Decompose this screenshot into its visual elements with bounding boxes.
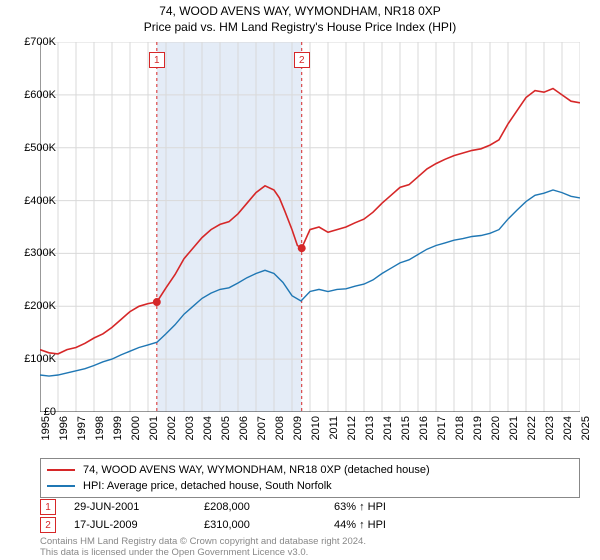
x-axis-label: 2006 <box>238 416 250 446</box>
x-axis-label: 2025 <box>580 416 592 446</box>
y-axis-label: £500K <box>6 142 56 154</box>
x-axis-label: 2017 <box>436 416 448 446</box>
legend-label: HPI: Average price, detached house, Sout… <box>83 480 332 492</box>
x-axis-label: 2019 <box>472 416 484 446</box>
chart-title-address: 74, WOOD AVENS WAY, WYMONDHAM, NR18 0XP <box>0 0 600 20</box>
x-axis-label: 2000 <box>130 416 142 446</box>
x-axis-label: 2016 <box>418 416 430 446</box>
chart-marker-badge: 2 <box>294 52 310 68</box>
x-axis-label: 2014 <box>382 416 394 446</box>
event-table: 1 29-JUN-2001 £208,000 63% ↑ HPI 2 17-JU… <box>40 498 580 534</box>
x-axis-label: 2004 <box>202 416 214 446</box>
x-axis-label: 2005 <box>220 416 232 446</box>
footer-line: This data is licensed under the Open Gov… <box>40 547 580 558</box>
copyright-footer: Contains HM Land Registry data © Crown c… <box>40 536 580 559</box>
x-axis-label: 2003 <box>184 416 196 446</box>
footer-line: Contains HM Land Registry data © Crown c… <box>40 536 580 547</box>
x-axis-label: 2013 <box>364 416 376 446</box>
legend-item: 74, WOOD AVENS WAY, WYMONDHAM, NR18 0XP … <box>47 462 573 478</box>
x-axis-label: 1995 <box>40 416 52 446</box>
event-row: 1 29-JUN-2001 £208,000 63% ↑ HPI <box>40 498 580 516</box>
x-axis-label: 2012 <box>346 416 358 446</box>
chart-subtitle: Price paid vs. HM Land Registry's House … <box>0 20 600 36</box>
x-axis-label: 2010 <box>310 416 322 446</box>
chart-svg <box>40 42 580 412</box>
event-date: 29-JUN-2001 <box>74 501 204 513</box>
event-badge: 1 <box>40 499 56 515</box>
x-axis-label: 1998 <box>94 416 106 446</box>
x-axis-label: 1996 <box>58 416 70 446</box>
x-axis-label: 2011 <box>328 416 340 446</box>
x-axis-label: 2023 <box>544 416 556 446</box>
legend-swatch <box>47 485 75 487</box>
legend: 74, WOOD AVENS WAY, WYMONDHAM, NR18 0XP … <box>40 458 580 498</box>
event-price: £310,000 <box>204 519 334 531</box>
x-axis-label: 2018 <box>454 416 466 446</box>
y-axis-label: £700K <box>6 36 56 48</box>
event-delta: 44% ↑ HPI <box>334 519 464 531</box>
plot-area <box>40 42 580 412</box>
event-date: 17-JUL-2009 <box>74 519 204 531</box>
event-price: £208,000 <box>204 501 334 513</box>
x-axis-label: 2002 <box>166 416 178 446</box>
y-axis-label: £400K <box>6 195 56 207</box>
legend-label: 74, WOOD AVENS WAY, WYMONDHAM, NR18 0XP … <box>83 464 430 476</box>
x-axis-label: 1997 <box>76 416 88 446</box>
event-row: 2 17-JUL-2009 £310,000 44% ↑ HPI <box>40 516 580 534</box>
y-axis-label: £100K <box>6 353 56 365</box>
x-axis-label: 2022 <box>526 416 538 446</box>
event-badge: 2 <box>40 517 56 533</box>
x-axis-label: 2009 <box>292 416 304 446</box>
legend-item: HPI: Average price, detached house, Sout… <box>47 478 573 494</box>
legend-swatch <box>47 469 75 471</box>
chart-marker-badge: 1 <box>149 52 165 68</box>
x-axis-label: 1999 <box>112 416 124 446</box>
y-axis-label: £600K <box>6 89 56 101</box>
x-axis-label: 2024 <box>562 416 574 446</box>
x-axis-label: 2001 <box>148 416 160 446</box>
event-delta: 63% ↑ HPI <box>334 501 464 513</box>
x-axis-label: 2015 <box>400 416 412 446</box>
y-axis-label: £200K <box>6 300 56 312</box>
price-vs-hpi-chart: 74, WOOD AVENS WAY, WYMONDHAM, NR18 0XP … <box>0 0 600 560</box>
x-axis-label: 2007 <box>256 416 268 446</box>
x-axis-label: 2021 <box>508 416 520 446</box>
y-axis-label: £300K <box>6 247 56 259</box>
x-axis-label: 2020 <box>490 416 502 446</box>
x-axis-label: 2008 <box>274 416 286 446</box>
